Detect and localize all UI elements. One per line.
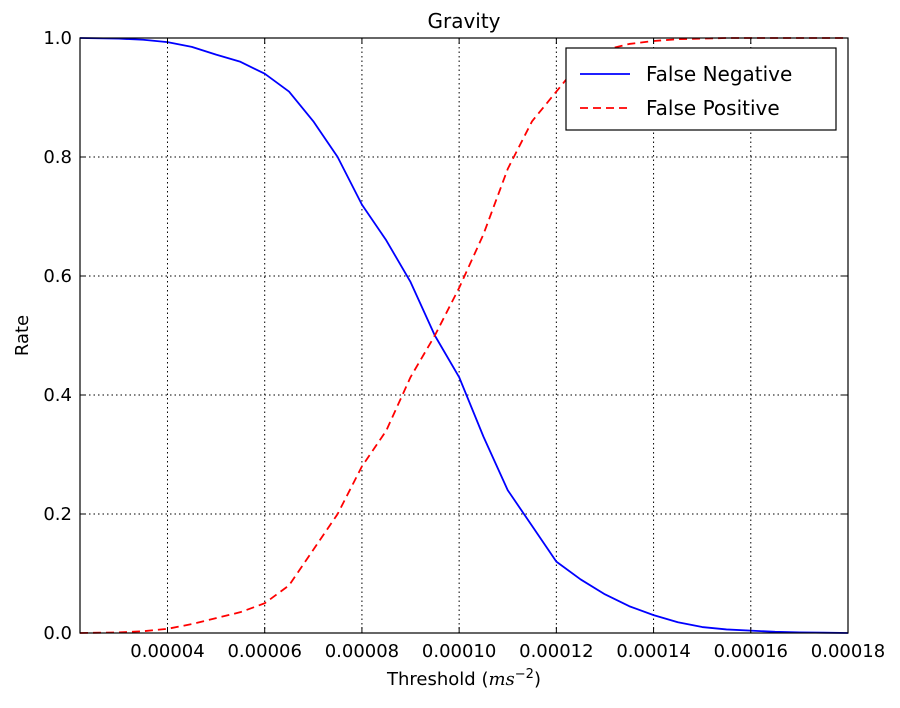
legend-label-false-positive: False Positive — [646, 96, 780, 120]
series-line-false-negative — [79, 37, 849, 634]
x-axis-title-close: ) — [534, 669, 541, 690]
y-tick-label: 0.2 — [43, 504, 72, 525]
x-tick-label: 0.00018 — [811, 641, 885, 662]
x-tick-label: 0.00016 — [714, 641, 788, 662]
plot-frame — [79, 37, 849, 634]
x-tick-label: 0.00008 — [325, 641, 399, 662]
axis-ticks — [80, 37, 849, 634]
x-axis-title: Threshold (ms−2) — [386, 667, 541, 691]
x-tick-label: 0.00012 — [519, 641, 593, 662]
y-tick-label: 1.0 — [43, 28, 72, 49]
x-tick-label: 0.00014 — [616, 641, 690, 662]
x-tick-label: 0.00004 — [130, 641, 204, 662]
x-axis-title-text: Threshold ( — [386, 669, 488, 690]
x-axis-unit: ms — [488, 669, 514, 690]
x-tick-label: 0.00010 — [422, 641, 496, 662]
chart-title: Gravity — [427, 9, 500, 33]
tick-labels: 0.00004 0.00006 0.00008 0.00010 0.00012 0.000… — [43, 28, 885, 662]
legend: False Negative False Positive — [565, 47, 837, 131]
y-axis-title: Rate — [12, 315, 33, 356]
x-axis-unit-exponent: −2 — [515, 667, 534, 682]
y-tick-label: 0.0 — [43, 623, 72, 644]
y-tick-label: 0.4 — [43, 385, 72, 406]
y-tick-label: 0.6 — [43, 266, 72, 287]
legend-label-false-negative: False Negative — [646, 62, 792, 86]
x-tick-label: 0.00006 — [227, 641, 301, 662]
legend-box — [565, 47, 837, 131]
y-tick-label: 0.8 — [43, 147, 72, 168]
